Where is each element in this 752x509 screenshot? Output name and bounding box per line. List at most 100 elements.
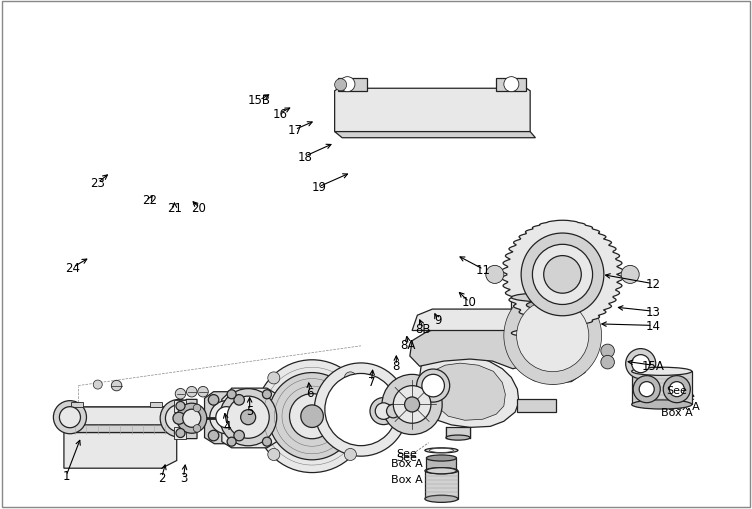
Circle shape <box>370 398 397 425</box>
Circle shape <box>177 404 207 433</box>
Circle shape <box>626 349 656 379</box>
Text: 8A: 8A <box>401 338 416 352</box>
Text: Box A: Box A <box>391 474 423 484</box>
Circle shape <box>405 397 420 412</box>
Circle shape <box>186 387 197 397</box>
Circle shape <box>227 397 269 438</box>
Circle shape <box>669 382 684 397</box>
Circle shape <box>208 395 219 405</box>
Circle shape <box>411 410 417 416</box>
Text: 15B: 15B <box>248 94 271 107</box>
Circle shape <box>268 373 356 460</box>
Ellipse shape <box>511 293 587 302</box>
Circle shape <box>59 407 80 428</box>
Circle shape <box>173 412 185 425</box>
Ellipse shape <box>425 468 458 474</box>
Circle shape <box>160 400 198 437</box>
Circle shape <box>382 400 405 422</box>
Text: 15A: 15A <box>641 359 664 372</box>
Circle shape <box>234 395 244 405</box>
Circle shape <box>422 375 444 397</box>
Polygon shape <box>511 298 587 333</box>
Circle shape <box>521 234 604 316</box>
Circle shape <box>393 386 431 423</box>
Circle shape <box>601 345 614 358</box>
Polygon shape <box>526 277 570 305</box>
Polygon shape <box>177 415 182 433</box>
Text: 8: 8 <box>393 359 400 372</box>
Circle shape <box>256 360 368 473</box>
Circle shape <box>663 376 690 403</box>
Ellipse shape <box>446 435 470 440</box>
Text: 10: 10 <box>462 296 477 309</box>
Circle shape <box>268 448 280 461</box>
Polygon shape <box>338 79 367 92</box>
Text: 24: 24 <box>65 261 80 274</box>
Text: 8B: 8B <box>416 322 431 335</box>
Circle shape <box>208 431 219 441</box>
Polygon shape <box>446 428 470 438</box>
Ellipse shape <box>526 273 570 282</box>
Text: Box A: Box A <box>669 401 700 411</box>
Polygon shape <box>335 89 530 132</box>
Polygon shape <box>174 427 186 439</box>
Polygon shape <box>335 132 535 138</box>
Polygon shape <box>56 407 177 468</box>
Circle shape <box>314 363 408 456</box>
Ellipse shape <box>426 455 456 461</box>
Polygon shape <box>425 471 458 499</box>
Text: 21: 21 <box>167 201 182 214</box>
Text: See: See <box>396 453 417 462</box>
Text: 5: 5 <box>246 404 253 417</box>
Polygon shape <box>517 400 556 412</box>
Circle shape <box>234 431 244 441</box>
Text: 14: 14 <box>645 319 660 332</box>
Circle shape <box>340 77 355 93</box>
Text: See: See <box>666 385 687 395</box>
Ellipse shape <box>511 329 587 338</box>
Polygon shape <box>174 400 197 439</box>
Polygon shape <box>174 400 186 412</box>
Polygon shape <box>515 288 588 384</box>
Text: 3: 3 <box>180 471 187 484</box>
Circle shape <box>517 300 589 372</box>
Polygon shape <box>150 402 162 407</box>
Polygon shape <box>410 325 526 369</box>
Ellipse shape <box>425 448 458 453</box>
Circle shape <box>262 390 271 399</box>
Circle shape <box>375 403 392 419</box>
Circle shape <box>220 389 277 446</box>
Circle shape <box>393 402 411 420</box>
Text: 2: 2 <box>158 471 165 484</box>
Circle shape <box>290 394 335 439</box>
Circle shape <box>504 287 602 385</box>
Circle shape <box>268 372 280 384</box>
Ellipse shape <box>425 495 458 502</box>
Circle shape <box>344 448 356 461</box>
Text: Box A: Box A <box>661 407 693 417</box>
Circle shape <box>639 382 654 397</box>
Circle shape <box>165 405 193 432</box>
Polygon shape <box>56 407 182 433</box>
Polygon shape <box>426 458 456 471</box>
Text: 22: 22 <box>142 194 157 207</box>
Text: 17: 17 <box>287 124 302 137</box>
Circle shape <box>335 79 347 92</box>
Circle shape <box>532 245 593 305</box>
Polygon shape <box>222 388 277 448</box>
Ellipse shape <box>632 400 692 409</box>
Circle shape <box>621 266 639 284</box>
Text: 11: 11 <box>476 263 491 276</box>
Circle shape <box>216 407 237 428</box>
Circle shape <box>344 372 356 384</box>
Circle shape <box>53 401 86 434</box>
Circle shape <box>193 425 201 432</box>
Text: 19: 19 <box>311 181 326 194</box>
Circle shape <box>193 405 201 412</box>
Polygon shape <box>420 354 519 428</box>
Circle shape <box>198 387 208 397</box>
Circle shape <box>382 375 442 435</box>
Circle shape <box>176 402 185 411</box>
Circle shape <box>601 356 614 369</box>
Circle shape <box>387 405 400 418</box>
